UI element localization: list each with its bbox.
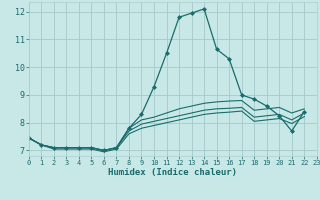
X-axis label: Humidex (Indice chaleur): Humidex (Indice chaleur) (108, 168, 237, 177)
